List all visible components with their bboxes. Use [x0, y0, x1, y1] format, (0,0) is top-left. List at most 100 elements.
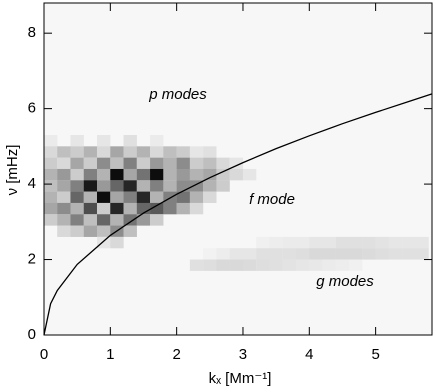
heatmap-cell: [388, 236, 403, 249]
heatmap-cell: [110, 168, 124, 181]
heatmap-cell: [150, 180, 164, 192]
heatmap-cell: [362, 236, 376, 249]
y-tick-label: 4: [28, 175, 36, 192]
heatmap-cell: [163, 180, 177, 192]
heatmap-cell: [388, 248, 403, 260]
y-axis-label: ν [mHz]: [4, 145, 21, 196]
heatmap-cell: [57, 157, 71, 170]
x-tick-label: 1: [106, 346, 114, 363]
heatmap-cell: [216, 157, 230, 170]
heatmap-cell: [229, 248, 244, 260]
heatmap-cell: [123, 135, 137, 147]
heatmap-cell: [163, 146, 177, 158]
heatmap-cell: [57, 214, 71, 226]
heatmap-cell: [43, 135, 58, 147]
heatmap-cell: [335, 236, 350, 249]
heatmap-cell: [256, 236, 270, 249]
heatmap-cell: [70, 168, 84, 181]
heatmap-cell: [216, 168, 230, 181]
heatmap-cell: [110, 214, 124, 226]
heatmap-cell: [295, 236, 310, 249]
heatmap-cell: [269, 259, 283, 271]
f-mode-curve: [43, 93, 433, 336]
heatmap-cell: [96, 157, 111, 170]
heatmap-cell: [83, 157, 98, 170]
heatmap-cell: [349, 259, 363, 271]
heatmap-cell: [176, 146, 190, 158]
heatmap-cell: [123, 180, 137, 192]
heatmap-cell: [176, 180, 190, 192]
y-tick-label: 8: [28, 24, 36, 41]
heatmap-cell: [189, 168, 204, 181]
heatmap-cell: [43, 168, 58, 181]
heatmap-cell: [229, 157, 244, 170]
heatmap-cell: [57, 168, 71, 181]
heatmap-cell: [163, 202, 177, 215]
heatmap-cell: [96, 202, 111, 215]
heatmap-cell: [282, 236, 297, 249]
heatmap-cell: [110, 180, 124, 192]
heatmap-cell: [83, 191, 98, 203]
heatmap-cell: [322, 259, 336, 271]
heatmap-cell: [96, 135, 111, 147]
heatmap-cell: [83, 225, 98, 237]
heatmap-cell: [309, 248, 323, 260]
heatmap-cell: [203, 168, 217, 181]
y-tick-label: 0: [28, 326, 36, 343]
heatmap-cell: [282, 259, 297, 271]
heatmap-cell: [176, 191, 190, 203]
annotation: g modes: [316, 273, 374, 290]
heatmap-cell: [176, 168, 190, 181]
heatmap-cell: [415, 236, 429, 249]
heatmap-cell: [150, 214, 164, 226]
heatmap-cell: [242, 168, 257, 181]
heatmap-cell: [136, 191, 151, 203]
heatmap-cell: [335, 259, 350, 271]
heatmap-cell: [110, 236, 124, 249]
x-tick-label: 2: [172, 346, 180, 363]
heatmap-cell: [43, 146, 58, 158]
heatmap-cell: [349, 236, 363, 249]
heatmap-cell: [83, 214, 98, 226]
heatmap-cell: [96, 168, 111, 181]
heatmap-cell: [349, 248, 363, 260]
heatmap-cell: [150, 191, 164, 203]
heatmap-cell: [256, 248, 270, 260]
heatmap-cell: [189, 146, 204, 158]
heatmap-cell: [57, 146, 71, 158]
y-tick-label: 6: [28, 100, 36, 117]
heatmap-cell: [229, 259, 244, 271]
heatmap-cell: [43, 180, 58, 192]
heatmap-cell: [375, 236, 389, 249]
heatmap-cell: [189, 157, 204, 170]
heatmap-cell: [309, 259, 323, 271]
heatmap-cell: [189, 202, 204, 215]
heatmap-cell: [96, 225, 111, 237]
heatmap-cell: [70, 180, 84, 192]
heatmap-cell: [269, 248, 283, 260]
heatmap-cell: [189, 259, 204, 271]
heatmap-cell: [96, 214, 111, 226]
heatmap-cell: [189, 191, 204, 203]
heatmap-cell: [150, 157, 164, 170]
annotation: p modes: [148, 86, 207, 103]
heatmap-cell: [83, 180, 98, 192]
x-tick-label: 5: [371, 346, 379, 363]
x-tick-label: 3: [239, 346, 247, 363]
heatmap-cell: [242, 259, 257, 271]
heatmap-cell: [136, 180, 151, 192]
heatmap-cell: [57, 202, 71, 215]
heatmap-cell: [136, 168, 151, 181]
heatmap-cell: [110, 202, 124, 215]
heatmap-cell: [203, 248, 217, 260]
heatmap-cell: [203, 191, 217, 203]
heatmap-cell: [362, 248, 376, 260]
heatmap-cell: [96, 191, 111, 203]
heatmap-cell: [96, 180, 111, 192]
x-tick-label: 4: [305, 346, 313, 363]
heatmap-cell: [256, 259, 270, 271]
heatmap-cell: [123, 146, 137, 158]
heatmap-cell: [335, 248, 350, 260]
heatmap-cell: [57, 180, 71, 192]
heatmap-cell: [203, 157, 217, 170]
